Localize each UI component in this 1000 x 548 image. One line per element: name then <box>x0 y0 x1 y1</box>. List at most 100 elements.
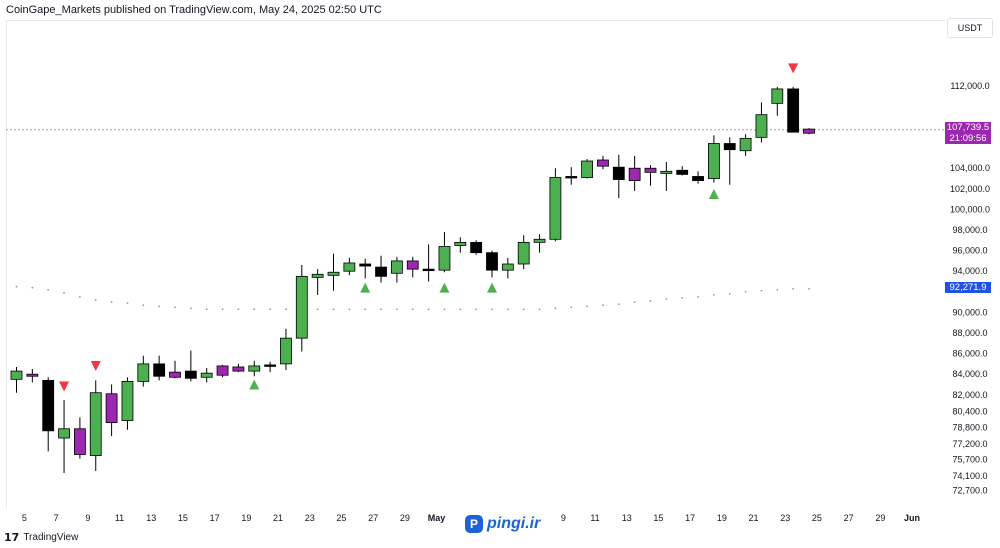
candle <box>581 158 593 179</box>
candle-body <box>755 114 768 138</box>
y-tick-label: 96,000.0 <box>952 246 987 256</box>
candle <box>200 368 213 383</box>
candle <box>438 232 451 273</box>
currency-selector[interactable]: USDT <box>947 18 993 38</box>
candle-body <box>295 275 308 339</box>
x-tick-label: 29 <box>400 513 410 523</box>
trail-dot <box>602 304 604 307</box>
candle-body <box>359 263 372 267</box>
candle <box>26 369 39 383</box>
candle <box>375 255 387 283</box>
x-tick-label: 27 <box>368 513 378 523</box>
plot-area[interactable] <box>6 20 945 508</box>
trail-dot <box>79 296 81 298</box>
candle <box>676 166 689 176</box>
candle <box>771 86 784 116</box>
candle <box>660 162 673 191</box>
candle-body <box>232 366 245 372</box>
trail-dot <box>237 308 240 311</box>
candle <box>58 399 70 474</box>
x-tick-label: Jun <box>904 513 920 523</box>
candle-body <box>422 268 435 272</box>
candle-body <box>549 177 562 240</box>
candle-body <box>470 241 483 254</box>
x-tick-label: 15 <box>178 513 188 523</box>
trail-dot <box>792 287 795 290</box>
candle-body <box>581 160 593 178</box>
candle <box>723 137 736 185</box>
candle <box>216 364 229 378</box>
y-tick-label: 94,000.0 <box>952 266 987 276</box>
y-axis-ticks: 112,000.0 104,000.0 102,000.0 100,000.0 98,0… <box>950 81 990 496</box>
x-tick-label: 11 <box>115 513 124 523</box>
trail-dot <box>269 308 271 311</box>
trail-dot <box>253 308 256 311</box>
candle-body <box>264 364 277 367</box>
candle-body <box>517 241 530 265</box>
candle-body <box>739 137 752 152</box>
trail-dot <box>681 297 684 299</box>
x-tick-label: 23 <box>305 513 315 523</box>
candle <box>327 253 340 291</box>
candle <box>755 102 768 143</box>
candle-body <box>771 88 784 104</box>
y-tick-label: 80,400.0 <box>952 406 987 416</box>
candle <box>454 237 467 253</box>
candle-body <box>74 428 86 455</box>
sell-signal-triangle <box>59 381 70 392</box>
candle-body <box>58 428 70 439</box>
candle-body <box>454 241 467 246</box>
trail-dot <box>728 292 731 295</box>
trail-dot <box>189 307 192 310</box>
trail-dot <box>221 308 224 311</box>
candle-body <box>406 260 419 270</box>
x-tick-label: 15 <box>653 513 663 523</box>
x-tick-label: 21 <box>749 513 759 523</box>
candles <box>10 86 815 474</box>
candle <box>501 257 514 279</box>
candle <box>787 86 800 133</box>
y-tick-label: 72,700.0 <box>952 486 987 496</box>
candle-body <box>153 363 166 377</box>
tradingview-brand: TradingView <box>23 532 79 543</box>
x-tick-label: 27 <box>844 513 854 523</box>
candle <box>232 363 245 373</box>
trail-dot <box>744 290 747 293</box>
trail-dot <box>491 308 493 311</box>
trail-dot <box>760 289 763 292</box>
trail-dot <box>538 308 541 311</box>
candle <box>597 155 609 170</box>
candle-body <box>375 266 387 277</box>
candle <box>153 355 166 381</box>
tradingview-logo-icon: 17 <box>4 531 20 544</box>
x-tick-label: 29 <box>875 513 885 523</box>
candle <box>42 377 55 452</box>
x-tick-label: 25 <box>812 513 822 523</box>
candle-body <box>200 372 213 378</box>
sell-signal-triangle <box>788 63 799 74</box>
trail-dot <box>459 308 462 311</box>
x-tick-label: 21 <box>273 513 283 523</box>
trail-dot <box>570 306 573 309</box>
trail-dot <box>332 308 335 311</box>
candle-body <box>486 252 498 271</box>
trail-dot <box>522 308 525 311</box>
x-tick-label: 9 <box>85 513 90 523</box>
candle-body <box>787 88 800 133</box>
y-tick-label: 104,000.0 <box>950 163 990 173</box>
candle-body <box>438 246 451 271</box>
candle <box>517 235 530 270</box>
candle-body <box>137 363 150 382</box>
candle-body <box>105 393 118 423</box>
trail-dot <box>506 308 509 311</box>
candle <box>74 417 86 459</box>
trail-dot <box>586 305 588 308</box>
tradingview-footer[interactable]: 17 TradingView <box>4 531 78 544</box>
candle-body <box>803 128 815 134</box>
candle-body <box>343 262 356 272</box>
candle-body <box>612 166 625 180</box>
trail-dot <box>554 307 557 310</box>
candle <box>406 256 419 278</box>
x-tick-label: 9 <box>561 513 566 523</box>
